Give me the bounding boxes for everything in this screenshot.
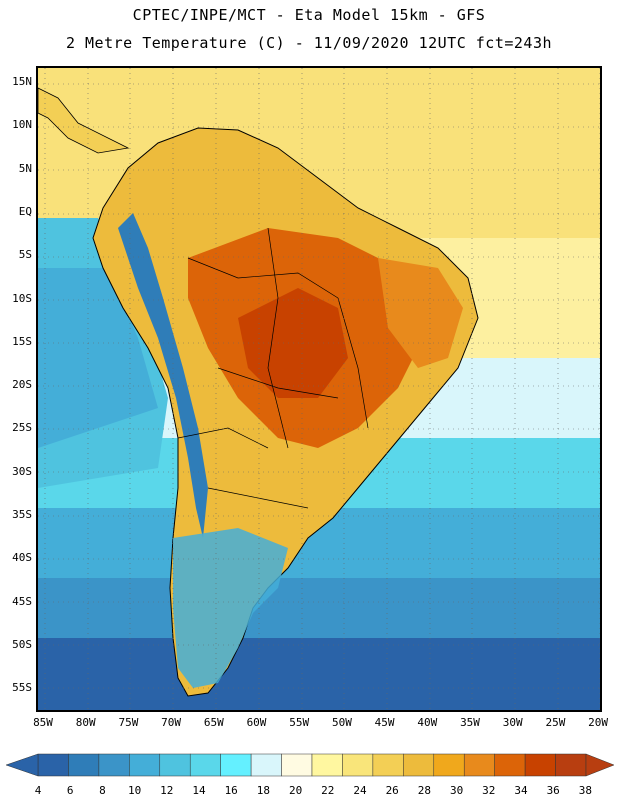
lon-label: 30W — [502, 716, 523, 729]
lat-label: 45S — [12, 594, 32, 608]
lat-label: 15S — [12, 334, 32, 348]
lat-label: 25S — [12, 421, 32, 435]
colorbar-label: 18 — [256, 784, 271, 797]
colorbar-swatch — [463, 753, 495, 777]
colorbar-swatch — [524, 753, 556, 777]
colorbar-swatch — [250, 753, 282, 777]
lon-label: 70W — [161, 716, 182, 729]
colorbar-swatch — [37, 753, 69, 777]
lon-label: 20W — [588, 716, 609, 729]
colorbar-label: 36 — [546, 784, 560, 797]
ocean-band-coldest — [38, 638, 600, 710]
lat-label: 30S — [12, 464, 32, 478]
colorbar-label: 6 — [66, 784, 74, 797]
lon-label: 25W — [545, 716, 566, 729]
colorbar — [5, 753, 615, 777]
colorbar-label: 38 — [578, 784, 593, 797]
lon-label: 60W — [246, 716, 267, 729]
country-borders — [177, 227, 369, 509]
colorbar-arrow-high — [585, 753, 615, 777]
colorbar-swatch — [220, 753, 252, 777]
central-america-land — [38, 87, 130, 154]
pacific-coastal-water — [38, 268, 158, 448]
lon-label: 85W — [33, 716, 53, 729]
lat-label: 35S — [12, 508, 32, 521]
andes-cold-strip — [118, 213, 208, 538]
colorbar-swatch — [433, 753, 465, 777]
title-line-1: CPTEC/INPE/MCT - Eta Model 15km - GFS — [132, 6, 486, 24]
colorbar-swatch — [372, 753, 404, 777]
colorbar-swatch — [129, 753, 161, 777]
colorbar-swatch — [555, 753, 587, 777]
lat-label: 10N — [12, 118, 32, 132]
colorbar-label: 24 — [353, 784, 367, 797]
colorbar-swatch — [403, 753, 435, 777]
lon-label: 50W — [331, 716, 352, 729]
lat-label: EQ — [18, 204, 32, 218]
colorbar-label: 20 — [288, 784, 303, 797]
colorbar-label: 14 — [192, 784, 206, 797]
lon-label: 35W — [460, 716, 480, 729]
colorbar-swatch — [159, 753, 191, 777]
colorbar-swatch — [68, 753, 100, 777]
colorbar-swatch — [281, 753, 313, 777]
title-line-2: 2 Metre Temperature (C) - 11/09/2020 12U… — [65, 34, 553, 52]
lon-label: 80W — [75, 716, 96, 729]
lat-label: 5N — [18, 161, 32, 175]
colorbar-label: 34 — [514, 784, 528, 797]
colorbar-swatch — [342, 753, 374, 777]
lon-label: 55W — [289, 716, 310, 729]
colorbar-swatch — [311, 753, 343, 777]
colorbar-swatch — [189, 753, 221, 777]
colorbar-label: 30 — [449, 784, 464, 797]
colorbar-label: 26 — [385, 784, 399, 797]
lat-label: 40S — [12, 551, 32, 565]
map-canvas — [38, 68, 600, 710]
colorbar-label: 10 — [127, 784, 142, 797]
colorbar-label: 8 — [99, 784, 106, 797]
colorbar-label: 28 — [417, 784, 432, 797]
colorbar-arrow-low — [5, 753, 39, 777]
colorbar-label: 16 — [224, 784, 238, 797]
lat-label: 5S — [18, 248, 32, 262]
lon-label: 45W — [374, 716, 395, 729]
colorbar-label: 22 — [321, 784, 335, 797]
colorbar-swatch — [98, 753, 130, 777]
lat-label: 55S — [12, 681, 32, 695]
colorbar-label: 4 — [34, 784, 42, 797]
colorbar-label: 32 — [482, 784, 496, 797]
colorbar-label: 12 — [160, 784, 174, 797]
warm-northeast — [378, 258, 463, 368]
lat-label: 10S — [12, 291, 32, 305]
lat-label: 20S — [12, 378, 32, 392]
lon-label: 75W — [118, 716, 139, 729]
colorbar-swatch — [494, 753, 526, 777]
lat-label: 15N — [12, 75, 32, 88]
ocean-band-colder — [38, 578, 600, 638]
lat-label: 50S — [12, 637, 32, 651]
lon-label: 65W — [203, 716, 224, 729]
lon-label: 40W — [417, 716, 438, 729]
temperature-map[interactable] — [36, 66, 602, 712]
